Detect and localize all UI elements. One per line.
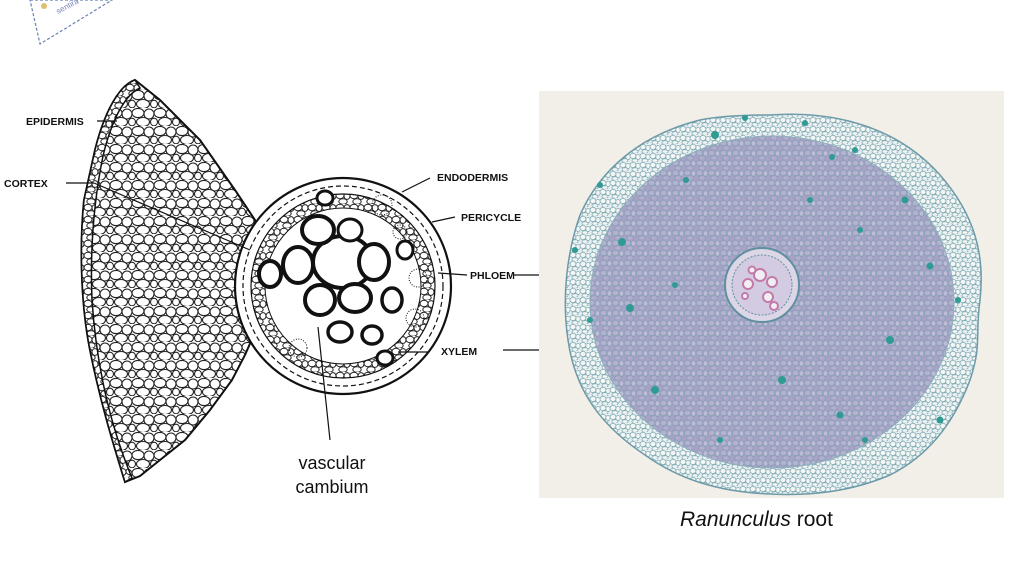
endodermis-ring (242, 185, 444, 387)
vascular-cambium-line-2: cambium (295, 477, 369, 497)
label-epidermis: EPIDERMIS (26, 116, 84, 128)
vascular-cambium-line-1: vascular (298, 453, 366, 473)
photo-caption-rest: root (790, 508, 833, 531)
ranunculus-micrograph (539, 91, 1004, 498)
photo-caption: Ranunculus root (680, 508, 833, 532)
leader-endodermis (401, 177, 431, 193)
label-cortex: CORTEX (4, 178, 48, 190)
logo-watermark: sentira (29, 0, 114, 45)
leader-pericycle (431, 216, 456, 223)
stained-cells (572, 115, 961, 443)
vascular-cambium-label: vascular cambium (284, 451, 380, 499)
leader-phloem (437, 272, 468, 276)
leader-cambium (317, 326, 331, 441)
leader-cortex-long (93, 182, 251, 251)
phloem-patches (288, 194, 428, 358)
label-endodermis: ENDODERMIS (437, 172, 508, 184)
xylem-vessels (257, 189, 415, 367)
photo-caption-genus: Ranunculus (680, 508, 791, 531)
label-xylem: XYLEM (441, 346, 477, 358)
label-phloem: PHLOEM (470, 270, 515, 282)
label-pericycle: PERICYCLE (461, 212, 521, 224)
xylem-photo (741, 265, 779, 311)
epidermis-layer (80, 79, 142, 484)
root-cross-section-drawing: EPIDERMIS CORTEX ENDODERMIS PERICYCLE PH… (4, 78, 540, 484)
